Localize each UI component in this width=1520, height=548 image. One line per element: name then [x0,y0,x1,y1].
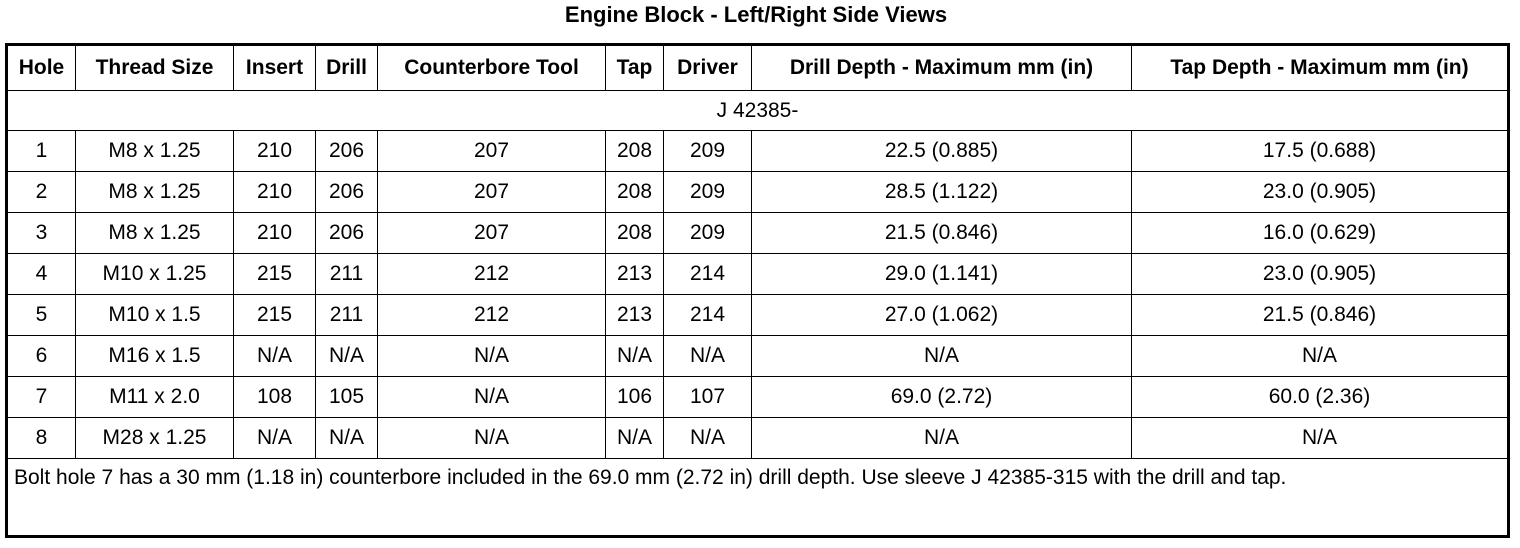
cell: 207 [377,130,606,172]
cell: 208 [605,130,664,172]
cell: 29.0 (1.141) [751,253,1132,295]
cell: M8 x 1.25 [75,130,234,172]
data-row: 2 M8 x 1.25 210 206 207 208 209 28.5 (1.122) 23.… [6,171,1509,213]
data-row: 1 M8 x 1.25 210 206 207 208 209 22.5 (0.885) 17.… [6,130,1509,172]
cell: 105 [315,376,378,418]
cell: N/A [377,376,606,418]
cell: 207 [377,171,606,213]
cell: 213 [605,253,664,295]
cell: 211 [315,253,378,295]
cell: 69.0 (2.72) [751,376,1132,418]
cell: N/A [605,335,664,377]
cell: 107 [663,376,752,418]
cell: 4 [6,253,76,295]
cell: 210 [233,130,316,172]
header-cell: Drill [315,44,378,91]
cell: N/A [1131,335,1509,377]
cell: 21.5 (0.846) [1131,294,1509,336]
cell: 206 [315,130,378,172]
data-row: 5 M10 x 1.5 215 211 212 213 214 27.0 (1.062) 21.… [6,294,1509,336]
cell: 106 [605,376,664,418]
cell: 212 [377,253,606,295]
header-cell: Driver [663,44,752,91]
cell: 206 [315,212,378,254]
cell: 214 [663,294,752,336]
cell: M8 x 1.25 [75,171,234,213]
cell: N/A [315,335,378,377]
cell: N/A [233,335,316,377]
cell: 8 [6,417,76,459]
cell: M28 x 1.25 [75,417,234,459]
cell: N/A [751,335,1132,377]
header-cell: Thread Size [75,44,234,91]
cell: 209 [663,212,752,254]
data-row: 3 M8 x 1.25 210 206 207 208 209 21.5 (0.846) 16.… [6,212,1509,254]
cell: 6 [6,335,76,377]
group-row: J 42385- [6,90,1509,131]
cell: 27.0 (1.062) [751,294,1132,336]
cell: N/A [1131,417,1509,459]
cell: 207 [377,212,606,254]
header-cell: Tap [605,44,664,91]
cell: 5 [6,294,76,336]
cell: 206 [315,171,378,213]
cell: N/A [751,417,1132,459]
note-row: Bolt hole 7 has a 30 mm (1.18 in) counte… [6,458,1509,537]
header-cell: Hole [6,44,76,91]
cell: 1 [6,130,76,172]
cell: 211 [315,294,378,336]
header-cell: Counterbore Tool [377,44,606,91]
data-row: 8 M28 x 1.25 N/A N/A N/A N/A N/A N/A N/A [6,417,1509,459]
cell: 23.0 (0.905) [1131,253,1509,295]
cell: 213 [605,294,664,336]
cell: 210 [233,171,316,213]
cell: 209 [663,130,752,172]
cell: 7 [6,376,76,418]
cell: N/A [663,335,752,377]
header-cell: Insert [233,44,316,91]
cell: 28.5 (1.122) [751,171,1132,213]
header-cell: Drill Depth - Maximum mm (in) [751,44,1132,91]
cell: N/A [315,417,378,459]
cell: N/A [663,417,752,459]
header-row: Hole Thread Size Insert Drill Counterbore To… [6,44,1509,91]
cell: 214 [663,253,752,295]
note: Bolt hole 7 has a 30 mm (1.18 in) counte… [6,458,1509,537]
tool-table: Hole Thread Size Insert Drill Counterbore To… [5,43,1510,538]
cell: M10 x 1.5 [75,294,234,336]
cell: 3 [6,212,76,254]
cell: 210 [233,212,316,254]
cell: N/A [605,417,664,459]
cell: 23.0 (0.905) [1131,171,1509,213]
cell: 21.5 (0.846) [751,212,1132,254]
cell: 215 [233,253,316,295]
cell: M8 x 1.25 [75,212,234,254]
cell: N/A [233,417,316,459]
cell: M11 x 2.0 [75,376,234,418]
cell: 108 [233,376,316,418]
header-cell: Tap Depth - Maximum mm (in) [1131,44,1509,91]
cell: M16 x 1.5 [75,335,234,377]
data-row: 6 M16 x 1.5 N/A N/A N/A N/A N/A N/A N/A [6,335,1509,377]
cell: 208 [605,212,664,254]
cell: 212 [377,294,606,336]
cell: 209 [663,171,752,213]
cell: N/A [377,335,606,377]
data-row: 4 M10 x 1.25 215 211 212 213 214 29.0 (1.141) 23… [6,253,1509,295]
cell: 208 [605,171,664,213]
data-row: 7 M11 x 2.0 108 105 N/A 106 107 69.0 (2.72) 60.0… [6,376,1509,418]
cell: 60.0 (2.36) [1131,376,1509,418]
cell: M10 x 1.25 [75,253,234,295]
cell: 2 [6,171,76,213]
cell: 22.5 (0.885) [751,130,1132,172]
cell: 17.5 (0.688) [1131,130,1509,172]
title: Engine Block - Left/Right Side Views [564,2,948,27]
cell: N/A [377,417,606,459]
cell: 16.0 (0.629) [1131,212,1509,254]
group-label: J 42385- [6,90,1509,131]
cell: 215 [233,294,316,336]
